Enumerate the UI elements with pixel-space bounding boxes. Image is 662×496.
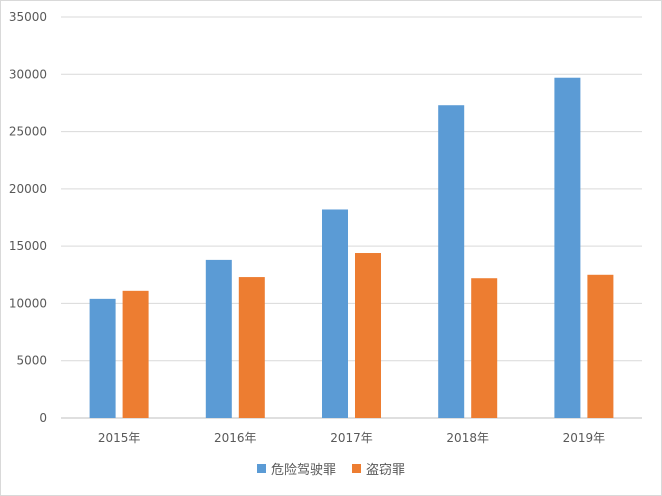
y-tick-label: 20000: [9, 182, 47, 196]
bar-series-1-2015年: [89, 298, 116, 418]
bar-series-1-2019年: [554, 77, 581, 419]
x-tick-label: 2016年: [214, 431, 257, 445]
bar-series-1-2016年: [205, 259, 232, 418]
y-axis-tick-labels: 0 5000 10000 15000 20000 25000 30000 35000: [9, 10, 47, 425]
legend-label-series-1: 危险驾驶罪: [270, 462, 336, 478]
y-tick-label: 15000: [9, 239, 47, 253]
bar-series-2-2015年: [122, 290, 149, 418]
legend: 危险驾驶罪 盗窃罪: [0, 458, 662, 478]
legend-item-series-2: 盗窃罪: [352, 459, 405, 478]
x-tick-label: 2019年: [563, 431, 606, 445]
bar-series-2-2018年: [471, 278, 498, 418]
bar-series-1-2018年: [438, 105, 465, 418]
legend-item-series-1: 危险驾驶罪: [256, 459, 336, 478]
bars: [89, 77, 614, 419]
y-tick-label: 30000: [9, 67, 47, 81]
legend-label-series-2: 盗窃罪: [366, 462, 406, 478]
x-tick-label: 2018年: [446, 431, 489, 445]
bar-series-2-2019年: [587, 274, 614, 418]
bar-series-2-2016年: [238, 277, 265, 418]
legend-swatch-series-2: [352, 463, 361, 473]
y-tick-label: 25000: [9, 125, 47, 139]
bar-series-1-2017年: [322, 209, 348, 418]
gridlines: [61, 16, 642, 419]
bar-series-2-2017年: [355, 253, 381, 418]
x-tick-label: 2017年: [330, 431, 373, 445]
y-tick-label: 35000: [9, 10, 47, 24]
legend-swatch-series-1: [256, 463, 266, 473]
x-axis-tick-labels: 2015年 2016年 2017年 2018年 2019年: [98, 431, 605, 445]
y-tick-label: 0: [39, 411, 47, 425]
x-tick-label: 2015年: [98, 431, 141, 445]
y-tick-label: 5000: [16, 354, 47, 368]
y-tick-label: 10000: [9, 296, 47, 310]
